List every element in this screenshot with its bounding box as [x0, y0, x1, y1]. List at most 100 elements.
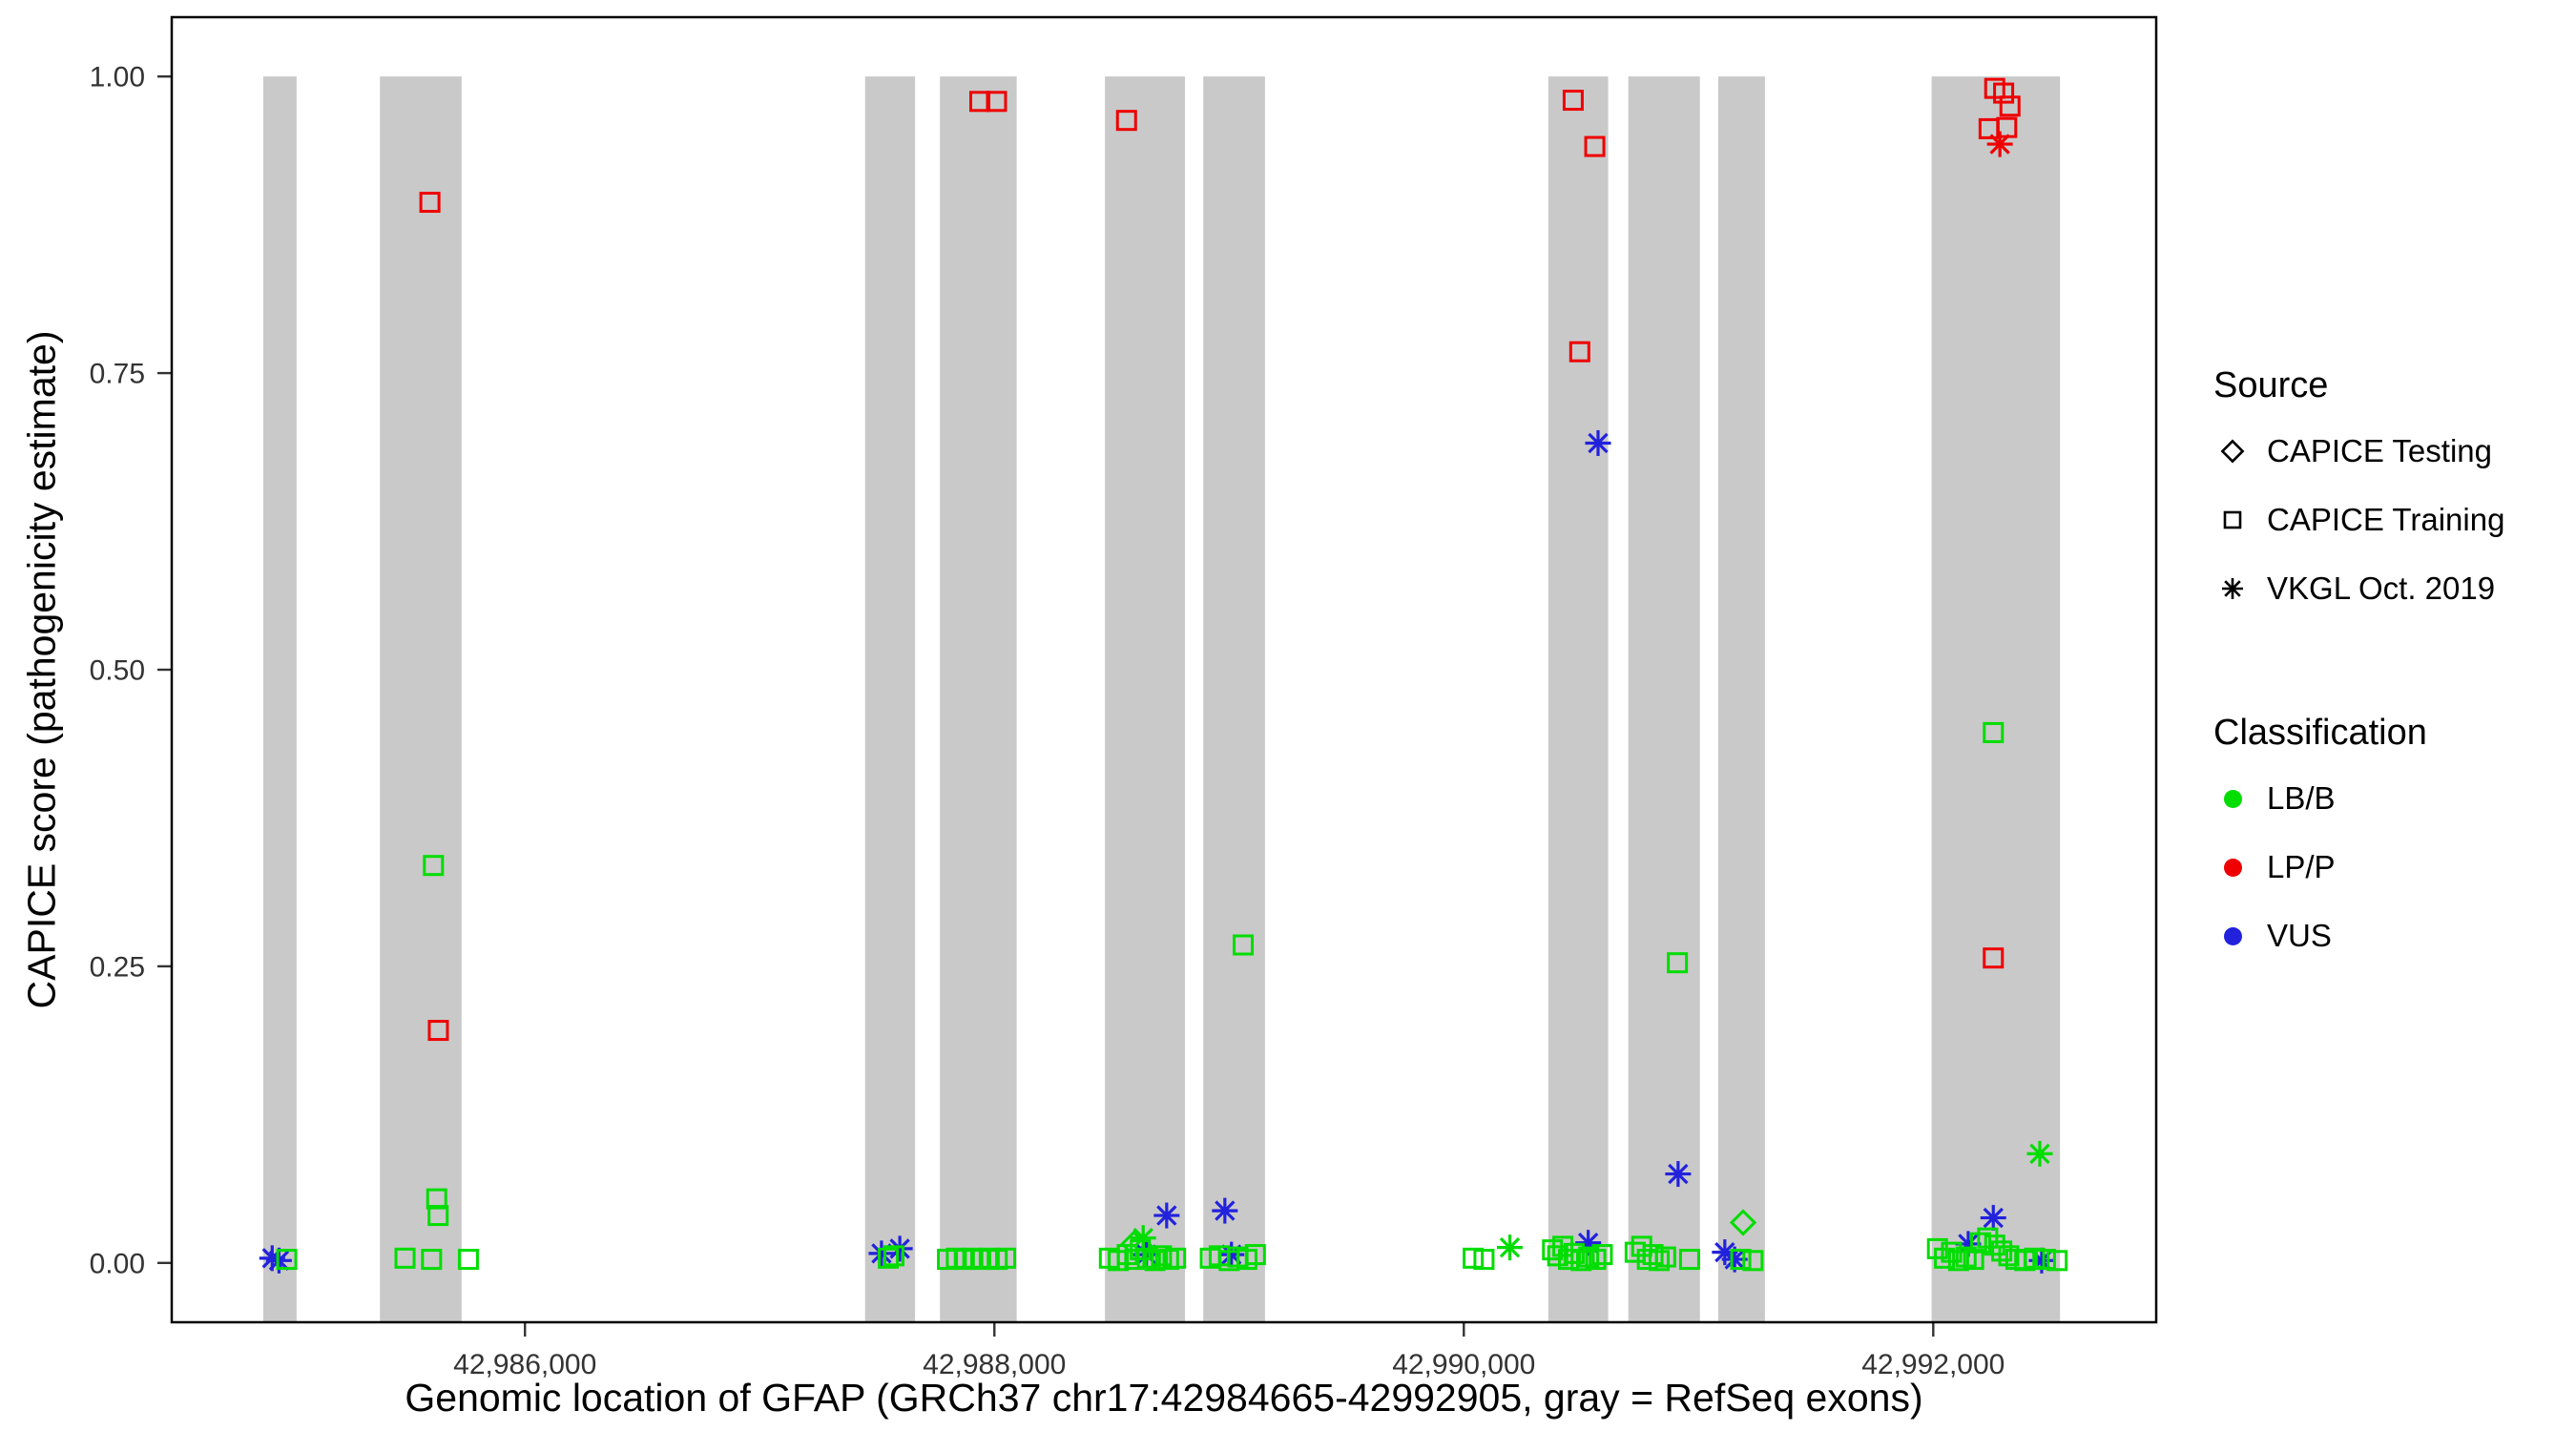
y-tick-label: 1.00 [90, 62, 145, 93]
data-point [1724, 1249, 1745, 1270]
y-axis-title: CAPICE score (pathogenicity estimate) [19, 330, 64, 1009]
data-point [1667, 952, 1689, 974]
data-point [1215, 1200, 1236, 1221]
data-point [457, 1249, 479, 1271]
legend-source-section: Source CAPICE Testing CAPICE Training [2213, 367, 2504, 623]
data-point [878, 1247, 900, 1269]
data-point [1499, 1236, 1521, 1258]
data-point [1591, 1244, 1613, 1266]
data-point [1654, 1246, 1676, 1268]
data-point [394, 1247, 416, 1269]
data-point [1984, 1234, 2005, 1256]
data-point [1730, 1249, 1752, 1271]
data-point [1642, 1244, 1664, 1266]
data-point [1552, 1235, 1574, 1257]
data-point [419, 192, 441, 214]
vus-dot-wrap [2213, 917, 2252, 955]
data-point [889, 1238, 910, 1259]
data-point [1955, 1246, 1977, 1268]
lbb-color-dot-icon [2223, 789, 2242, 808]
data-point [427, 1205, 449, 1227]
data-point [883, 1245, 904, 1267]
x-tick-label: 42,988,000 [923, 1349, 1066, 1380]
data-point [1678, 1249, 1700, 1271]
exon-bar [1548, 76, 1609, 1323]
lbb-dot-wrap [2213, 779, 2252, 818]
y-tick-label: 0.25 [90, 951, 145, 983]
legend-classification-section: Classification LB/B LP/P VUS [2213, 715, 2504, 970]
legend-item-lbb: LB/B [2213, 764, 2504, 833]
legend-item-label: CAPICE Training [2267, 502, 2505, 537]
legend-item-vus: VUS [2213, 902, 2504, 970]
exon-bar [1717, 76, 1765, 1323]
square-icon [2223, 510, 2242, 529]
legend-item-label: CAPICE Testing [2267, 433, 2492, 468]
data-point [2034, 1249, 2056, 1271]
legend-classification-title: Classification [2213, 713, 2427, 753]
data-point [426, 1188, 447, 1210]
exon-bar [1628, 76, 1700, 1323]
data-point [423, 855, 445, 877]
data-point [276, 1249, 298, 1271]
x-tick-label: 42,990,000 [1392, 1349, 1535, 1380]
legend: Source CAPICE Testing CAPICE Training [2213, 367, 2504, 970]
data-point [1993, 82, 2015, 104]
data-point [1136, 1247, 1158, 1269]
data-point [1165, 1247, 1187, 1269]
legend-item-capice-testing: CAPICE Testing [2213, 417, 2504, 486]
legend-item-label: LP/P [2267, 849, 2336, 884]
asterisk-icon [2222, 578, 2243, 599]
data-point [969, 91, 991, 113]
legend-item-capice-training: CAPICE Training [2213, 486, 2504, 554]
legend-source-title: Source [2213, 365, 2329, 405]
legend-gap [2213, 623, 2504, 715]
data-point [1742, 1250, 1764, 1272]
data-point [421, 1249, 443, 1271]
exon-bar [1931, 76, 2061, 1323]
data-point [1570, 1250, 1592, 1272]
panel-border [170, 15, 2158, 1324]
data-point [1999, 95, 2021, 117]
data-point [1578, 1246, 1600, 1268]
data-point [1668, 1163, 1689, 1185]
data-point [1233, 934, 1255, 956]
x-axis-title: Genomic location of GFAP (GRCh37 chr17:4… [405, 1376, 1923, 1420]
data-point [1156, 1205, 1177, 1226]
data-point [1983, 1207, 2004, 1229]
diamond-icon [2220, 439, 2245, 464]
data-point [1562, 90, 1584, 112]
y-tick-label: 0.00 [90, 1248, 145, 1279]
legend-item-label: VUS [2267, 918, 2332, 953]
data-point [1648, 1250, 1670, 1272]
data-point [1568, 341, 1590, 363]
data-point [1115, 110, 1137, 132]
data-point [986, 91, 1008, 113]
data-point [1729, 1209, 1757, 1236]
x-tick-label: 42,986,000 [453, 1349, 596, 1380]
data-point [1473, 1249, 1495, 1271]
data-point [1244, 1244, 1266, 1266]
data-point [1585, 1249, 1607, 1271]
data-point [2024, 1247, 2046, 1269]
data-point [1151, 1245, 1173, 1267]
legend-item-label: LB/B [2267, 780, 2336, 816]
exon-bar [1203, 76, 1265, 1323]
lpp-color-dot-icon [2223, 858, 2242, 877]
data-point [1983, 947, 2005, 969]
exon-bar [262, 76, 297, 1323]
exon-bar [1105, 76, 1186, 1323]
data-point [1132, 1228, 1153, 1249]
data-point [1563, 1242, 1585, 1264]
data-point [1963, 1249, 1984, 1271]
data-point [1116, 1244, 1138, 1266]
data-point [1998, 1245, 2020, 1267]
data-point [2046, 1250, 2068, 1272]
data-point [1144, 1250, 1166, 1272]
data-point [1978, 117, 2000, 139]
legend-item-lpp: LP/P [2213, 833, 2504, 902]
data-point [1588, 432, 1609, 454]
vus-color-dot-icon [2223, 926, 2242, 945]
data-point [1958, 1234, 1979, 1255]
y-tick-label: 0.50 [90, 655, 145, 687]
